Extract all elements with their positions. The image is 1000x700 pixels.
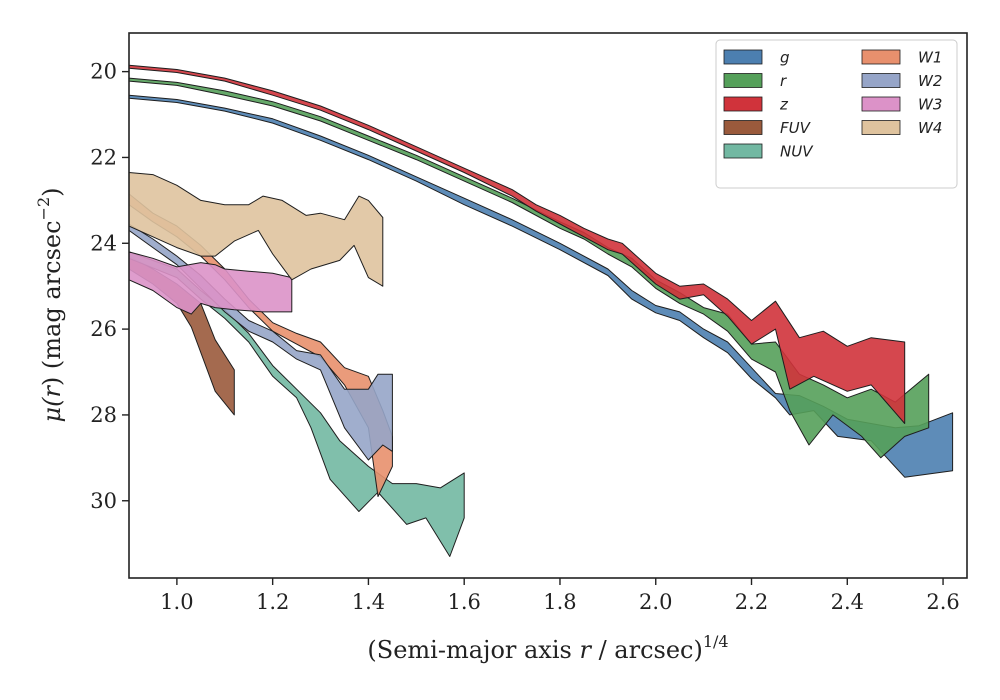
surface-brightness-bands bbox=[129, 64, 954, 557]
legend-item-z: z bbox=[723, 96, 789, 114]
y-tick-label: 22 bbox=[90, 145, 117, 169]
x-tick-label: 1.0 bbox=[160, 590, 193, 614]
legend-item-g: g bbox=[723, 49, 790, 67]
plot-frame bbox=[128, 32, 968, 579]
band-z bbox=[129, 64, 906, 424]
legend-label: W3 bbox=[918, 96, 942, 114]
legend-item-fuv: FUV bbox=[723, 119, 812, 137]
x-tick-label: 1.6 bbox=[447, 590, 480, 614]
x-tick-label: 2.2 bbox=[735, 590, 768, 614]
legend-item-w1: W1 bbox=[861, 49, 942, 67]
x-tick-label: 2.0 bbox=[639, 590, 672, 614]
y-tick-label: 20 bbox=[90, 60, 117, 84]
x-tick-label: 2.4 bbox=[831, 590, 864, 614]
legend-swatch bbox=[861, 73, 901, 88]
legend-label: FUV bbox=[780, 119, 812, 137]
legend-label: g bbox=[780, 49, 790, 67]
legend-item-w2: W2 bbox=[861, 72, 942, 90]
band-w4 bbox=[129, 172, 384, 287]
y-tick-label: 26 bbox=[90, 317, 117, 341]
legend-item-w4: W4 bbox=[861, 119, 942, 137]
legend-swatch bbox=[723, 73, 763, 88]
legend-swatch bbox=[861, 49, 901, 65]
legend-label: W1 bbox=[918, 49, 942, 67]
legend-swatch bbox=[861, 120, 901, 135]
legend-swatch bbox=[861, 96, 901, 112]
legend-label: W4 bbox=[918, 119, 942, 137]
legend-item-r: r bbox=[723, 72, 787, 90]
x-axis-label: (Semi-major axis r / arcsec)1/4 bbox=[367, 632, 728, 664]
y-axis-label: μ(r) (mag arcsec−2) bbox=[34, 187, 66, 422]
y-tick-label: 28 bbox=[90, 403, 117, 427]
legend-swatch bbox=[723, 96, 763, 112]
y-tick-label: 30 bbox=[90, 489, 117, 513]
y-tick-label: 24 bbox=[90, 231, 117, 255]
x-tick-label: 1.2 bbox=[256, 590, 289, 614]
legend-item-nuv: NUV bbox=[723, 143, 814, 161]
y-axis-ticks: 20 22 24 26 28 30 bbox=[90, 60, 129, 513]
legend-label: z bbox=[779, 96, 789, 114]
x-tick-label: 1.4 bbox=[352, 590, 385, 614]
legend-swatch bbox=[723, 143, 763, 159]
legend-label: W2 bbox=[918, 72, 942, 90]
legend-item-w3: W3 bbox=[861, 96, 942, 114]
x-tick-label: 1.8 bbox=[543, 590, 576, 614]
band-w3 bbox=[129, 251, 293, 315]
legend-swatch bbox=[723, 120, 763, 135]
legend-swatch bbox=[723, 49, 763, 65]
legend-label: r bbox=[780, 72, 787, 90]
x-tick-label: 2.6 bbox=[926, 590, 959, 614]
legend: grz FUV NUV W1 W2 W3 W4 bbox=[715, 39, 958, 189]
legend-label: NUV bbox=[780, 143, 814, 161]
x-axis-ticks: 1.0 1.2 1.4 1.6 1.8 2.0 2.2 2.4 2.6 bbox=[160, 578, 960, 614]
